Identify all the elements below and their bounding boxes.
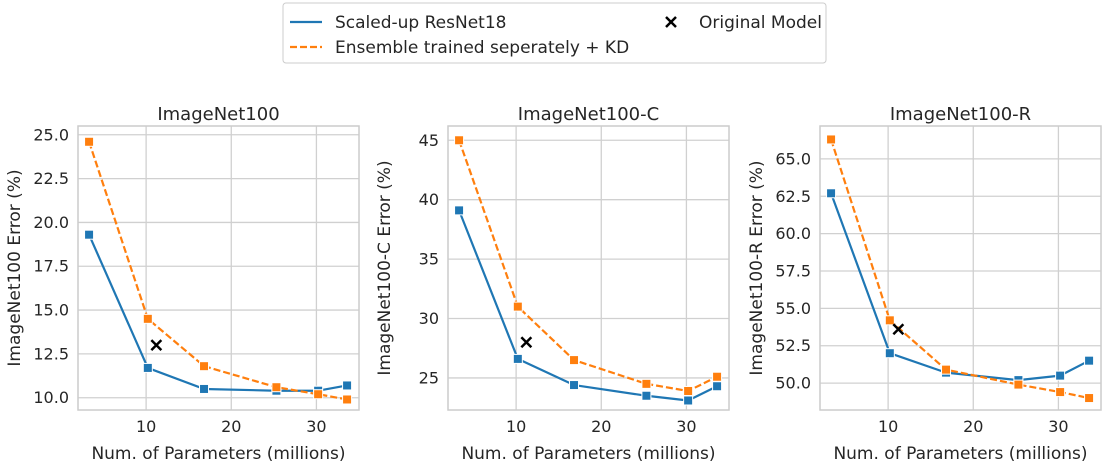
- y-tick-label: 55.0: [775, 299, 811, 318]
- data-point-ensemble-kd: [712, 371, 723, 382]
- y-tick-label: 30: [419, 309, 439, 328]
- data-point-ensemble-kd: [342, 394, 353, 405]
- original-model-marker: [892, 323, 905, 336]
- data-point-scaled-up-resnet18: [512, 353, 523, 364]
- plot-area: [78, 126, 359, 410]
- x-tick-label: 10: [136, 417, 156, 436]
- original-model-marker: [150, 339, 163, 352]
- data-point-ensemble-kd: [1013, 379, 1024, 390]
- data-point-scaled-up-resnet18: [683, 395, 694, 406]
- x-tick-label: 20: [221, 417, 241, 436]
- y-tick-label: 25: [419, 368, 439, 387]
- data-point-scaled-up-resnet18: [199, 383, 210, 394]
- data-point-ensemble-kd: [826, 134, 837, 145]
- legend: Scaled-up ResNet18 Ensemble trained sepe…: [282, 2, 827, 64]
- plot-frame: [819, 125, 1102, 411]
- plot-frame: [77, 125, 360, 411]
- data-point-scaled-up-resnet18: [342, 380, 353, 391]
- y-tick-label: 20.0: [33, 213, 69, 232]
- y-tick-label: 25.0: [33, 125, 69, 144]
- y-tick-label: 10.0: [33, 388, 69, 407]
- data-point-ensemble-kd: [199, 361, 210, 372]
- y-tick-label: 50.0: [775, 374, 811, 393]
- x-axis-label: Num. of Parameters (millions): [91, 444, 345, 464]
- y-tick-label: 40: [419, 190, 439, 209]
- data-point-ensemble-kd: [884, 315, 895, 326]
- chart-title: ImageNet100: [157, 104, 279, 125]
- y-tick-label: 65.0: [775, 149, 811, 168]
- data-point-scaled-up-resnet18: [142, 362, 153, 373]
- data-point-scaled-up-resnet18: [569, 380, 580, 391]
- y-tick-label: 35: [419, 250, 439, 269]
- data-point-scaled-up-resnet18: [454, 205, 465, 216]
- data-point-ensemble-kd: [84, 136, 95, 147]
- y-tick-label: 12.5: [33, 344, 69, 363]
- y-tick-label: 52.5: [775, 336, 811, 355]
- plot-frame: [447, 125, 730, 411]
- x-tick-label: 10: [878, 417, 898, 436]
- series-line-ensemble-kd: [458, 139, 718, 393]
- data-point-ensemble-kd: [512, 301, 523, 312]
- data-point-ensemble-kd: [271, 382, 282, 393]
- y-axis-label: ImageNet100 Error (%): [5, 169, 25, 366]
- y-tick-label: 15.0: [33, 301, 69, 320]
- x-tick-label: 10: [506, 417, 526, 436]
- y-tick-label: 62.5: [775, 187, 811, 206]
- data-point-scaled-up-resnet18: [1055, 370, 1066, 381]
- x-tick-label: 30: [676, 417, 696, 436]
- x-tick-label: 20: [591, 417, 611, 436]
- legend-label-scaled: Scaled-up ResNet18: [335, 13, 506, 33]
- plot-area: [820, 126, 1101, 410]
- data-point-ensemble-kd: [1055, 387, 1066, 398]
- data-point-scaled-up-resnet18: [712, 381, 723, 392]
- y-tick-label: 17.5: [33, 257, 69, 276]
- data-point-ensemble-kd: [454, 135, 465, 146]
- data-point-ensemble-kd: [313, 389, 324, 400]
- y-tick-label: 45: [419, 131, 439, 150]
- x-axis-label: Num. of Parameters (millions): [461, 444, 715, 464]
- y-tick-label: 57.5: [775, 261, 811, 280]
- x-tick-label: 30: [306, 417, 326, 436]
- chart-panel-2: 10 20 30 25 30 35 40 45 ImageNet100-C Num. of Par…: [375, 104, 730, 464]
- chart-panel-1: 10 20 30 10.0 12.5 15.0 17.5 20.0 22.5 25.0 ImageN…: [5, 104, 360, 464]
- x-tick-label: 20: [963, 417, 983, 436]
- y-axis-label: ImageNet100-R Error (%): [747, 160, 767, 375]
- original-model-marker: [520, 336, 533, 349]
- y-tick-label: 60.0: [775, 224, 811, 243]
- data-point-ensemble-kd: [683, 385, 694, 396]
- data-point-ensemble-kd: [1084, 393, 1095, 404]
- legend-swatch-original-x-icon: [665, 16, 677, 28]
- y-axis-label: ImageNet100-C Error (%): [375, 160, 395, 375]
- data-point-scaled-up-resnet18: [1084, 355, 1095, 366]
- plot-area: [448, 126, 729, 410]
- data-point-scaled-up-resnet18: [826, 188, 837, 199]
- x-tick-label: 30: [1048, 417, 1068, 436]
- data-point-ensemble-kd: [142, 313, 153, 324]
- data-point-scaled-up-resnet18: [84, 229, 95, 240]
- y-tick-label: 22.5: [33, 169, 69, 188]
- x-axis-label: Num. of Parameters (millions): [833, 444, 1087, 464]
- data-point-ensemble-kd: [641, 378, 652, 389]
- legend-frame: [282, 2, 827, 64]
- data-point-ensemble-kd: [941, 364, 952, 375]
- legend-label-ensemble: Ensemble trained seperately + KD: [335, 38, 629, 58]
- data-point-scaled-up-resnet18: [884, 348, 895, 359]
- legend-label-original: Original Model: [699, 13, 822, 33]
- chart-panel-3: 10 20 30 50.0 52.5 55.0 57.5 60.0 62.5 65.0 ImageN…: [747, 104, 1102, 464]
- data-point-scaled-up-resnet18: [641, 390, 652, 401]
- chart-title: ImageNet100-R: [890, 104, 1031, 125]
- chart-title: ImageNet100-C: [518, 104, 659, 125]
- data-point-ensemble-kd: [569, 355, 580, 366]
